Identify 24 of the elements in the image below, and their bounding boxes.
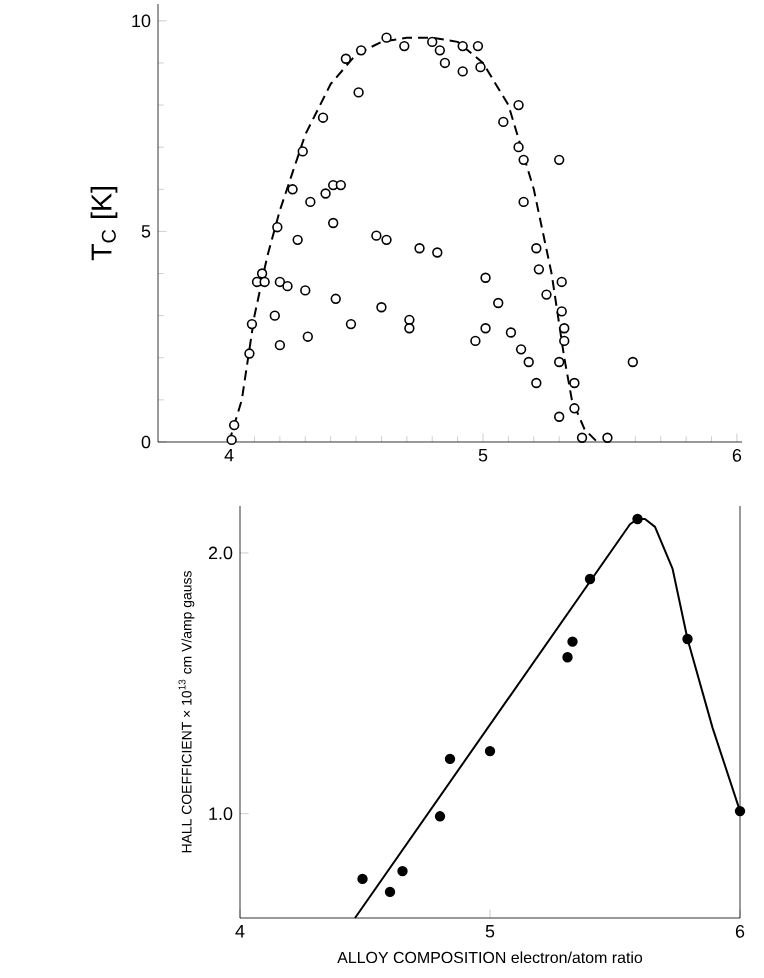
x-tick-label: 4: [235, 925, 245, 938]
point: [562, 652, 573, 663]
point: [567, 636, 578, 647]
point: [682, 633, 693, 645]
point: [357, 873, 368, 885]
x-tick-label: 5: [485, 925, 495, 938]
x-tick-label: 6: [735, 925, 745, 938]
point: [434, 811, 446, 822]
x-tick-label: 5: [478, 449, 488, 462]
x-tick-label: 4: [224, 449, 234, 462]
point: [632, 513, 643, 525]
point: [484, 745, 496, 757]
y-tick-label: 1.0: [209, 807, 233, 821]
y-tick-label: 0: [141, 435, 151, 449]
x-tick-label: 6: [732, 449, 742, 462]
y-tick-label: 2.0: [208, 546, 233, 560]
y-tick-label: 10: [132, 14, 151, 28]
point: [444, 753, 456, 765]
point: [734, 805, 746, 817]
point: [584, 573, 596, 585]
y-tick-label: 5: [141, 225, 151, 238]
point: [397, 865, 408, 877]
point: [384, 886, 396, 898]
y-axis-title: T$_{C}$ [K]: [90, 187, 118, 261]
